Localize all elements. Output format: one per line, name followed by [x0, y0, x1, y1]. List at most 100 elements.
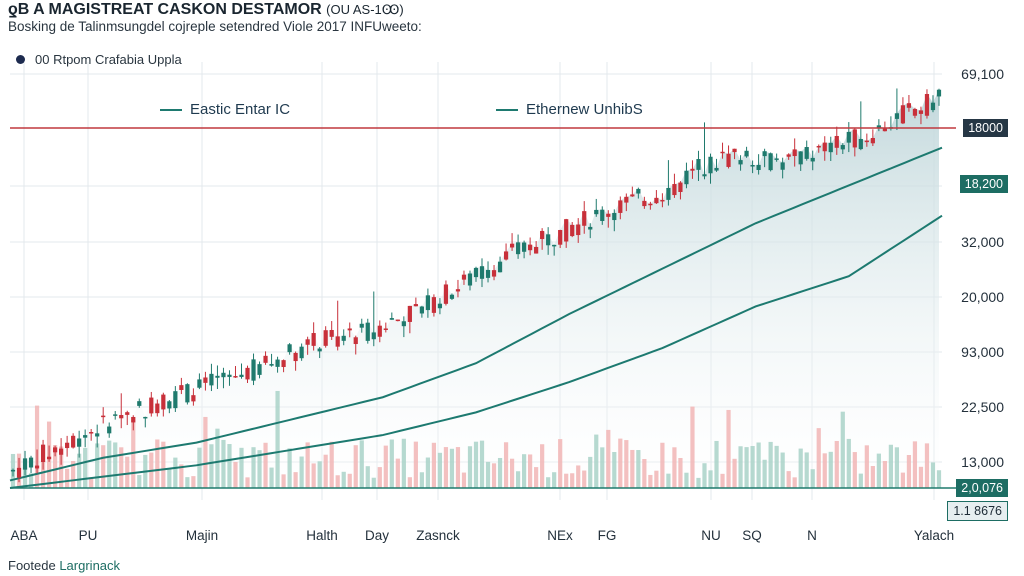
candle-body [576, 224, 581, 236]
candle-body [798, 151, 803, 165]
volume-bar [786, 471, 791, 488]
candle-body [371, 332, 376, 340]
volume-bar [305, 442, 310, 488]
candle-body [16, 467, 22, 478]
legend-item-ethernew: Ethernew UnhibS [496, 101, 643, 118]
candle-body [173, 391, 178, 409]
candle-body [10, 469, 16, 472]
candle-body [540, 230, 545, 240]
volume-bar [287, 448, 292, 488]
volume-bar [431, 442, 437, 488]
candle-body [588, 226, 593, 230]
y-tick-label: 93,000 [961, 344, 1004, 360]
reference-line [10, 127, 956, 489]
volume-bar [816, 428, 821, 488]
candle-body [419, 306, 424, 314]
y-tick-label: 13,000 [961, 454, 1004, 470]
volume-bar [612, 452, 617, 488]
volume-bar [792, 477, 797, 488]
candle-body [678, 182, 683, 192]
x-tick-label: PU [78, 528, 98, 543]
volume-bar [876, 453, 881, 488]
candle-body [720, 151, 725, 154]
candle-body [534, 246, 539, 254]
volume-bar [666, 473, 671, 488]
volume-bar [654, 470, 659, 488]
candle-body [269, 364, 274, 366]
candle-body [22, 458, 28, 470]
volume-bar [83, 447, 88, 488]
candle-body [365, 322, 370, 341]
volume-bar [672, 447, 677, 488]
volume-bar [840, 411, 845, 488]
candle-body [768, 153, 773, 171]
candle-body [437, 303, 443, 309]
volume-bar [834, 440, 839, 488]
candle-body [479, 266, 485, 279]
candle-body [570, 224, 575, 237]
candle-body [612, 212, 617, 221]
candle-body [359, 323, 364, 328]
volume-bar [870, 465, 875, 488]
legend-line-icon [160, 108, 182, 111]
volume-bar [383, 445, 388, 488]
volume-bar [95, 443, 100, 488]
candle-body [642, 200, 647, 207]
candle-body [431, 297, 437, 313]
volume-badge: 2,0,076 [956, 479, 1008, 497]
candle-body [449, 294, 455, 299]
volume-bar [377, 467, 382, 488]
volume-bar [245, 477, 250, 488]
volume-bar [437, 452, 443, 488]
volume-bar [714, 440, 719, 488]
volume-bar [738, 446, 743, 488]
volume-bar [768, 441, 773, 488]
volume-bar [185, 477, 190, 488]
volume-bar [173, 457, 178, 488]
candle-body [515, 242, 521, 255]
volume-bar [251, 447, 256, 488]
volume-bar [341, 471, 346, 488]
candle-body [443, 284, 449, 304]
candle-body [696, 159, 701, 170]
candle-body [263, 355, 268, 363]
candle-body [341, 335, 346, 341]
candles [10, 88, 942, 483]
candle-body [702, 174, 707, 177]
candle-body [317, 348, 322, 352]
candle-body [828, 142, 833, 153]
candle-body [353, 337, 358, 345]
volume-bar [564, 473, 569, 488]
legend-line-icon [496, 108, 518, 111]
candle-body [28, 457, 34, 468]
title-code: (OU AS-1Ꙭ) [326, 2, 404, 17]
volume-bar [329, 441, 334, 488]
volume-bar [89, 477, 94, 488]
volume-bar [618, 438, 623, 488]
footer-credit: Footede Largrinack [8, 558, 121, 573]
volume-bar [678, 458, 683, 488]
volume-bar [798, 448, 803, 488]
volume-bar [401, 438, 406, 488]
x-tick-label: Yalach [913, 528, 955, 543]
candle-body [756, 164, 761, 170]
legend-dot-icon [16, 55, 25, 64]
candle-body [83, 435, 88, 438]
candle-body [546, 234, 551, 246]
candle-body [594, 209, 599, 215]
candle-body [191, 395, 196, 402]
volume-bar [624, 440, 629, 488]
candle-body [666, 187, 671, 200]
volume-bar [515, 471, 521, 488]
candle-body [167, 401, 172, 409]
volume-bar [702, 463, 707, 488]
volume-bar [864, 445, 869, 488]
candle-body [401, 321, 406, 327]
candle-body [46, 456, 52, 460]
volume-bar [419, 472, 424, 488]
volume-bar [509, 458, 515, 488]
volume-bar [894, 447, 900, 488]
y-tick-label: 20,000 [961, 289, 1004, 305]
volume-bar [34, 405, 40, 488]
candle-body [618, 200, 623, 213]
